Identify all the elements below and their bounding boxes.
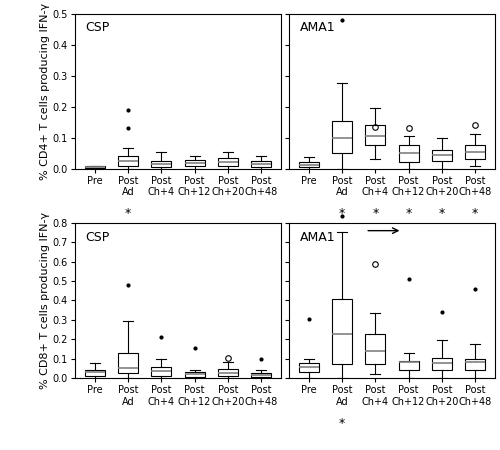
Text: *: * [472, 207, 478, 220]
PathPatch shape [118, 156, 138, 166]
PathPatch shape [218, 369, 238, 376]
PathPatch shape [118, 353, 138, 373]
Text: *: * [339, 417, 345, 430]
Text: CSP: CSP [86, 231, 110, 243]
PathPatch shape [251, 373, 271, 377]
Text: *: * [125, 207, 132, 220]
PathPatch shape [432, 150, 452, 161]
Y-axis label: % CD8+ T cells producing IFN-γ: % CD8+ T cells producing IFN-γ [40, 212, 50, 389]
PathPatch shape [299, 162, 319, 167]
PathPatch shape [366, 125, 386, 145]
PathPatch shape [184, 160, 204, 166]
PathPatch shape [85, 166, 105, 168]
PathPatch shape [432, 358, 452, 370]
Text: CSP: CSP [86, 21, 110, 34]
PathPatch shape [366, 334, 386, 365]
PathPatch shape [299, 364, 319, 372]
PathPatch shape [332, 121, 352, 153]
PathPatch shape [398, 360, 418, 370]
PathPatch shape [465, 145, 485, 159]
Text: AMA1: AMA1 [300, 231, 335, 243]
PathPatch shape [218, 158, 238, 166]
PathPatch shape [184, 372, 204, 377]
PathPatch shape [465, 359, 485, 370]
Y-axis label: % CD4+ T cells producing IFN-γ: % CD4+ T cells producing IFN-γ [40, 3, 50, 180]
Text: *: * [406, 207, 412, 220]
PathPatch shape [152, 161, 172, 167]
PathPatch shape [332, 298, 352, 364]
PathPatch shape [85, 370, 105, 376]
Text: AMA1: AMA1 [300, 21, 335, 34]
PathPatch shape [398, 145, 418, 162]
PathPatch shape [152, 367, 172, 376]
Text: *: * [438, 207, 445, 220]
Text: *: * [339, 207, 345, 220]
Text: *: * [372, 207, 378, 220]
PathPatch shape [251, 161, 271, 167]
